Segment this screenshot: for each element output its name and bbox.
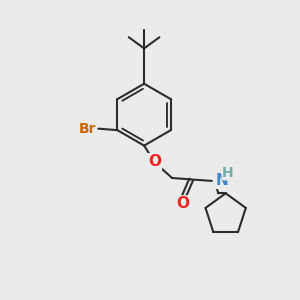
Text: Br: Br — [79, 122, 96, 136]
Text: O: O — [148, 154, 161, 169]
Text: O: O — [176, 196, 190, 211]
Text: N: N — [215, 173, 228, 188]
Text: H: H — [222, 166, 234, 180]
